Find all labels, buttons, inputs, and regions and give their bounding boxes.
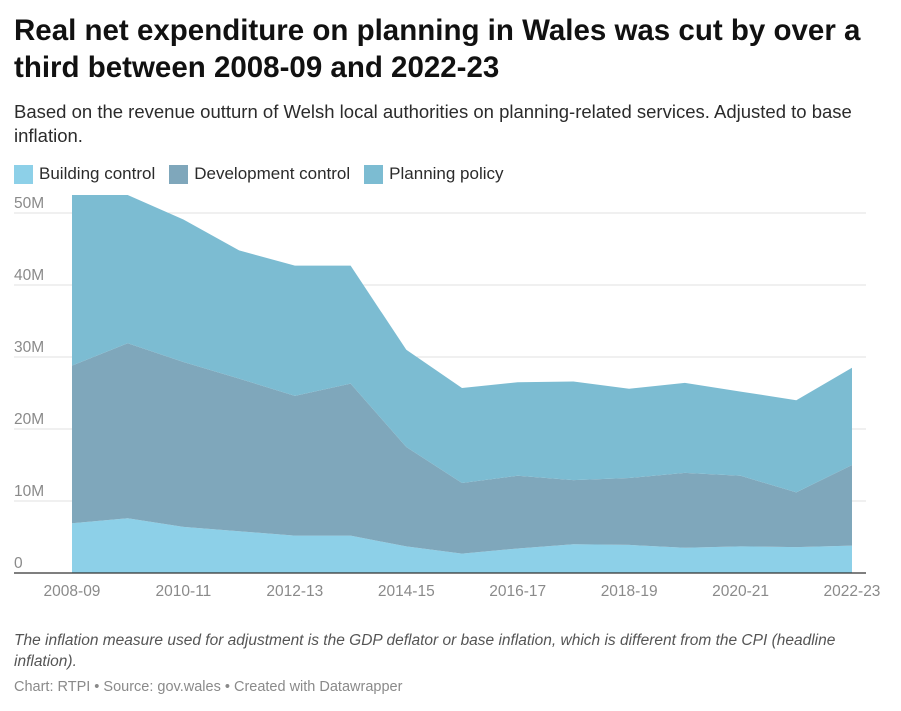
- x-tick-label: 2010-11: [156, 583, 212, 600]
- footer-chart-credit: Chart: RTPI: [14, 679, 91, 695]
- chart-footer: Chart: RTPI • Source: gov.wales • Create…: [14, 679, 402, 695]
- x-tick-label: 2008-09: [44, 583, 101, 600]
- footer-source: Source: gov.wales: [103, 679, 221, 695]
- area-building-control: [72, 518, 852, 573]
- x-tick-labels: 2008-09 2010-11 2012-13 2014-15 2016-17 2018-…: [44, 583, 881, 600]
- legend: Building control Development control Pla…: [14, 164, 518, 184]
- y-tick-labels: 0 10M 20M 30M 40M 50M: [14, 195, 44, 572]
- x-tick-label: 2020-21: [712, 583, 769, 600]
- y-tick-label: 40M: [14, 267, 44, 284]
- y-tick-label: 30M: [14, 339, 44, 356]
- chart-note: The inflation measure used for adjustmen…: [14, 632, 836, 670]
- x-tick-label: 2014-15: [378, 583, 435, 600]
- footer-separator-1: •: [90, 679, 104, 695]
- legend-item-building-control: Building control: [14, 164, 155, 184]
- area-chart: 0 10M 20M 30M 40M 50M 2008-09 2010-11 2012-13 201…: [14, 195, 881, 600]
- legend-swatch-development-control: [169, 164, 189, 184]
- legend-label-development-control: Development control: [194, 164, 351, 183]
- y-tick-label: 10M: [14, 483, 44, 500]
- legend-item-development-control: Development control: [169, 164, 350, 184]
- area-planning-policy: [72, 195, 852, 493]
- legend-label-planning-policy: Planning policy: [389, 164, 504, 183]
- y-tick-label: 20M: [14, 411, 44, 428]
- legend-swatch-planning-policy: [364, 164, 384, 184]
- footer-created-with: Created with Datawrapper: [233, 679, 403, 695]
- legend-item-planning-policy: Planning policy: [364, 164, 504, 184]
- legend-swatch-building-control: [14, 164, 33, 184]
- x-tick-label: 2022-23: [824, 583, 881, 600]
- area-development-control: [72, 343, 852, 554]
- footer-separator-2: •: [220, 679, 234, 695]
- legend-label-building-control: Building control: [39, 164, 156, 183]
- x-tick-label: 2016-17: [489, 583, 546, 600]
- chart-title: Real net expenditure on planning in Wale…: [14, 14, 861, 84]
- chart-subtitle: Based on the revenue outturn of Welsh lo…: [14, 101, 852, 146]
- y-tick-label: 0: [14, 555, 23, 572]
- y-tick-label: 50M: [14, 195, 44, 212]
- x-tick-label: 2018-19: [601, 583, 658, 600]
- x-tick-label: 2012-13: [266, 583, 323, 600]
- stacked-areas: [72, 195, 852, 573]
